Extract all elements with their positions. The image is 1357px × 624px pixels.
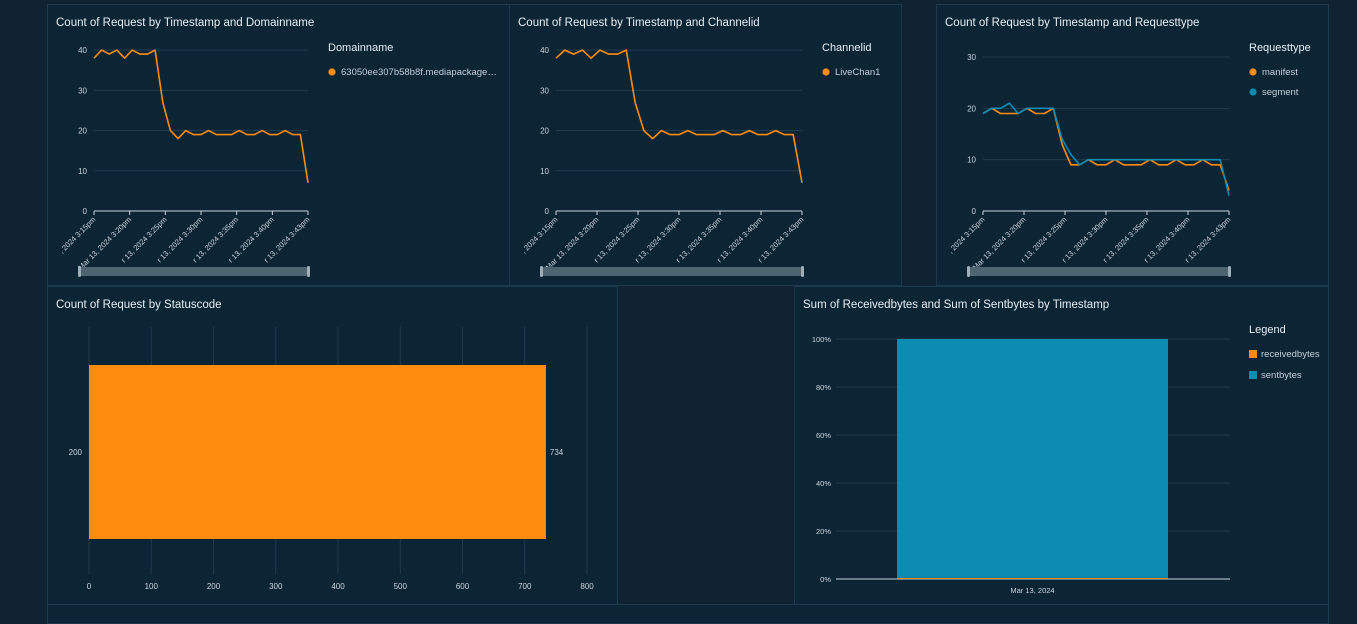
- y-tick-label: 100%: [812, 335, 832, 344]
- x-tick-label: 500: [394, 582, 408, 591]
- x-tick-label: 400: [331, 582, 345, 591]
- scrollbar-handle-left[interactable]: [78, 266, 81, 277]
- chart-title: Sum of Receivedbytes and Sum of Sentbyte…: [803, 299, 1110, 311]
- y-tick-label: 30: [78, 86, 87, 95]
- legend-swatch: [822, 68, 830, 76]
- y-tick-label: 10: [967, 156, 976, 165]
- x-tick-label: 200: [207, 582, 221, 591]
- bar-chart-statuscode: 0 100 200 300 400 500 600 700 800 734 200: [69, 327, 594, 591]
- y-tick-label: 10: [540, 167, 549, 176]
- y-tick-label: 20: [540, 127, 549, 136]
- y-tick-label: 20: [967, 104, 976, 113]
- y-tick-label: 0: [545, 207, 550, 216]
- x-tick-label: , 2024 3:15pm: [519, 215, 559, 255]
- legend-swatch: [1249, 88, 1257, 96]
- legend-item-label: sentbytes: [1261, 370, 1302, 381]
- scrollbar-handle-left[interactable]: [967, 266, 970, 277]
- bar-segment-receivedbytes: [897, 577, 1168, 579]
- x-tick-label: 300: [269, 582, 283, 591]
- y-tick-label: 80%: [816, 383, 831, 392]
- chart-title: Count of Request by Timestamp and Domain…: [56, 17, 315, 29]
- legend-item-label: LiveChan1: [835, 67, 880, 78]
- bar-segment-sentbytes: [897, 339, 1168, 578]
- stacked-bar-chart-bytes: 0% 20% 40% 60% 80% 100% receivedbytes sentbytes…: [812, 324, 1320, 595]
- y-tick-label: 40%: [816, 479, 831, 488]
- y-tick-label: 0: [972, 207, 977, 216]
- chart-title: Count of Request by Timestamp and Reques…: [945, 17, 1200, 29]
- bar: [89, 365, 546, 539]
- panel-bottom-strip: [47, 604, 1329, 624]
- scrollbar-handle-right[interactable]: [307, 266, 310, 277]
- legend-swatch: [1249, 371, 1257, 379]
- x-tick-label: 700: [518, 582, 532, 591]
- bar-value-label: 734: [550, 448, 564, 457]
- x-tick-label: r 13, 2024 3:43pm: [1183, 215, 1232, 264]
- chart-title: Count of Request by Timestamp and Channe…: [518, 17, 760, 29]
- legend-title: Channelid: [822, 42, 872, 54]
- y-tick-label: 10: [78, 167, 87, 176]
- y-tick-label: 30: [540, 86, 549, 95]
- panel-domainname: Count of Request by Timestamp and Domain…: [47, 4, 510, 286]
- panel-statuscode: Count of Request by Statuscode 0 100 200 30…: [47, 286, 618, 605]
- legend-title: Legend: [1249, 324, 1286, 336]
- legend-item-label: segment: [1262, 87, 1299, 98]
- legend-item-label: receivedbytes: [1261, 349, 1320, 360]
- legend-item-label: manifest: [1262, 67, 1298, 78]
- legend-swatch: [1249, 350, 1257, 358]
- series-line-1: [93, 49, 309, 183]
- x-tick-label: r 13, 2024 3:43pm: [756, 215, 805, 264]
- legend-swatch: [328, 68, 336, 76]
- y-tick-label: 0%: [820, 575, 831, 584]
- x-tick-label: 0: [87, 582, 92, 591]
- legend-item-label: 63050ee307b58b8f.mediapackage…: [341, 67, 497, 78]
- panel-bytes: Sum of Receivedbytes and Sum of Sentbyte…: [794, 286, 1329, 605]
- scrollbar-handle-right[interactable]: [801, 266, 804, 277]
- chart-title: Count of Request by Statuscode: [56, 299, 222, 311]
- panel-channelid: Count of Request by Timestamp and Channe…: [509, 4, 902, 286]
- panel-requesttype: Count of Request by Timestamp and Reques…: [936, 4, 1329, 286]
- x-tick-label: Mar 13, 2024: [1010, 586, 1054, 595]
- y-tick-label: 40: [78, 46, 87, 55]
- legend-title: Domainname: [328, 42, 393, 54]
- y-tick-label: 30: [967, 53, 976, 62]
- scrollbar-handle-left[interactable]: [540, 266, 543, 277]
- x-tick-label: , 2024 3:15pm: [946, 215, 986, 255]
- scrollbar-track[interactable]: [969, 267, 1229, 276]
- y-tick-label: 200: [69, 448, 83, 457]
- legend-swatch: [1249, 68, 1257, 76]
- y-tick-label: 20: [78, 127, 87, 136]
- series-line-1: [555, 49, 803, 183]
- scrollbar-track[interactable]: [542, 267, 802, 276]
- x-tick-label: 100: [145, 582, 159, 591]
- x-tick-label: 600: [456, 582, 470, 591]
- y-tick-label: 40: [540, 46, 549, 55]
- y-tick-label: 20%: [816, 527, 831, 536]
- x-tick-label: 800: [580, 582, 594, 591]
- y-tick-label: 0: [83, 207, 88, 216]
- series-line-2: [982, 102, 1230, 196]
- legend-title: Requesttype: [1249, 42, 1311, 54]
- scrollbar-track[interactable]: [80, 267, 308, 276]
- scrollbar-handle-right[interactable]: [1228, 266, 1231, 277]
- y-tick-label: 60%: [816, 431, 831, 440]
- series-line-1: [982, 107, 1230, 191]
